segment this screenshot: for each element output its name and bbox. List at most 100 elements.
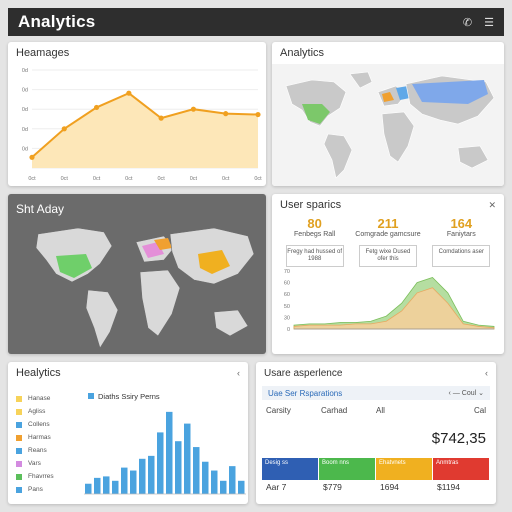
data-point bbox=[29, 154, 35, 160]
legend-item[interactable]: Harmas bbox=[16, 431, 54, 444]
card-title: Heamages bbox=[16, 47, 70, 59]
legend-item[interactable]: Fhavrres bbox=[16, 470, 54, 483]
x-tick-label: 0ct bbox=[125, 176, 133, 182]
app-header: Analytics ✆ ☰ bbox=[8, 8, 504, 36]
user-stats-card: User sparics ✕ 80 Fenbegs Rall 211 Comgrade… bbox=[272, 194, 504, 354]
africa bbox=[139, 269, 181, 337]
dropdown[interactable]: ‹ — Coul ⌄ bbox=[448, 390, 484, 397]
value-cell: 1694 bbox=[380, 482, 399, 492]
metric-tile[interactable]: Ehatvnets bbox=[376, 458, 432, 480]
bar bbox=[229, 466, 236, 494]
australia bbox=[213, 309, 249, 337]
user-area-chart: 70 60 60 50 30 0 bbox=[284, 269, 495, 333]
world-map-dark[interactable] bbox=[8, 224, 266, 354]
stat-item: 164 Faniytars bbox=[446, 216, 476, 238]
y-tick-label: 70 bbox=[284, 269, 290, 275]
col-header: All bbox=[376, 406, 385, 415]
col-header: Carsity bbox=[266, 406, 291, 415]
bar bbox=[130, 470, 137, 494]
legend-label: Harmas bbox=[28, 434, 51, 441]
greenland bbox=[349, 71, 373, 89]
data-point bbox=[223, 111, 229, 117]
info-box[interactable]: Fregy had hussed of 1988 bbox=[285, 245, 344, 267]
y-tick-label: 60 bbox=[284, 292, 290, 298]
y-tick-label: 0d bbox=[22, 127, 28, 133]
data-point bbox=[255, 111, 261, 118]
series-line bbox=[31, 92, 259, 159]
chevron-left-icon[interactable]: ‹ bbox=[237, 368, 240, 378]
legend-label: Fhavrres bbox=[28, 473, 54, 480]
y-tick-label: 50 bbox=[284, 304, 290, 310]
card-title: User sparics bbox=[280, 199, 342, 211]
legend-item[interactable]: Hanase bbox=[16, 392, 54, 405]
legend-swatch bbox=[16, 473, 22, 480]
bar bbox=[121, 467, 128, 494]
australia bbox=[457, 145, 489, 169]
bar bbox=[112, 480, 119, 494]
x-tick-label: 0ct bbox=[157, 176, 165, 182]
y-tick-label: 0d bbox=[22, 88, 28, 94]
legend-item[interactable]: Reans bbox=[16, 444, 54, 457]
metric-tile[interactable]: Anmtras bbox=[433, 458, 489, 480]
map-card-mid: Sht Aday bbox=[8, 194, 266, 354]
metric-tile[interactable]: Desig ss bbox=[262, 458, 318, 480]
bar bbox=[103, 476, 110, 494]
data-point bbox=[61, 126, 67, 132]
bar bbox=[220, 480, 227, 494]
map-card-top: Analytics bbox=[272, 42, 504, 186]
value-cell: $1194 bbox=[437, 482, 461, 492]
legend-item[interactable]: Vars bbox=[16, 457, 54, 470]
info-box[interactable]: Fetg wixe Dused ofer this bbox=[358, 245, 417, 267]
legend-label: Pans bbox=[28, 486, 43, 493]
metric-tile[interactable]: Boom nns bbox=[319, 458, 375, 480]
world-map[interactable] bbox=[272, 64, 504, 186]
legend-label: Reans bbox=[28, 447, 47, 454]
africa bbox=[381, 111, 415, 163]
value-cell: Aar 7 bbox=[266, 482, 287, 492]
legend-label: Agliss bbox=[28, 408, 46, 415]
x-tick-label: 0ct bbox=[222, 176, 230, 182]
legend-item[interactable]: Agliss bbox=[16, 405, 54, 418]
x-tick-label: 0ct bbox=[254, 176, 262, 182]
south-america bbox=[323, 133, 353, 179]
stat-item: 211 Comgrade gamcsure bbox=[355, 216, 421, 238]
legend-label: Vars bbox=[28, 460, 41, 467]
legend-label: Hanase bbox=[28, 395, 51, 402]
x-tick-label: 0ct bbox=[93, 176, 101, 182]
card-title: Analytics bbox=[280, 47, 325, 59]
bar bbox=[184, 423, 191, 494]
usage-subbar[interactable]: Uae Ser Rsparations ‹ — Coul ⌄ bbox=[262, 386, 490, 400]
bar bbox=[85, 483, 92, 494]
y-tick-label: 0d bbox=[22, 68, 28, 74]
card-title: Usare asperlence bbox=[264, 367, 343, 379]
area-fill bbox=[32, 93, 258, 168]
line-chart-card: Heamages 0d 0d 0d 0d 0d 0ct 0ct 0ct 0ct 0ct 0ct 0ct… bbox=[8, 42, 266, 186]
legend-swatch bbox=[16, 408, 22, 415]
value-cell: $779 bbox=[323, 482, 342, 492]
col-header: Carhad bbox=[321, 406, 348, 415]
menu-icon[interactable]: ☰ bbox=[484, 16, 494, 29]
close-icon[interactable]: ✕ bbox=[488, 199, 496, 210]
bar bbox=[166, 411, 173, 494]
bar bbox=[94, 477, 101, 494]
bar-chart bbox=[84, 411, 246, 495]
bar bbox=[193, 447, 200, 494]
data-point bbox=[190, 106, 197, 112]
info-box[interactable]: Comdations aser bbox=[432, 245, 491, 267]
x-tick-label: 0ct bbox=[28, 176, 36, 182]
legend-item[interactable]: Collens bbox=[16, 418, 54, 431]
legend-swatch bbox=[16, 460, 22, 467]
chevron-left-icon[interactable]: ‹ bbox=[485, 368, 488, 378]
south-america bbox=[85, 289, 119, 349]
bar-chart-card: Healytics ‹ Hanase Agliss Collens Harmas Rean… bbox=[8, 362, 248, 504]
y-tick-label: 0d bbox=[22, 107, 28, 113]
x-tick-label: 0ct bbox=[190, 176, 198, 182]
bar-legend: Hanase Agliss Collens Harmas Reans Vars Fhavrr… bbox=[16, 392, 54, 496]
bar bbox=[157, 432, 164, 494]
card-title: Healytics bbox=[16, 367, 61, 379]
phone-icon[interactable]: ✆ bbox=[462, 16, 473, 29]
legend-item[interactable]: Pans bbox=[16, 483, 54, 496]
bar-chart-title: Diaths Ssiry Perns bbox=[88, 392, 160, 401]
data-point bbox=[158, 115, 164, 121]
legend-label: Collens bbox=[28, 421, 50, 428]
